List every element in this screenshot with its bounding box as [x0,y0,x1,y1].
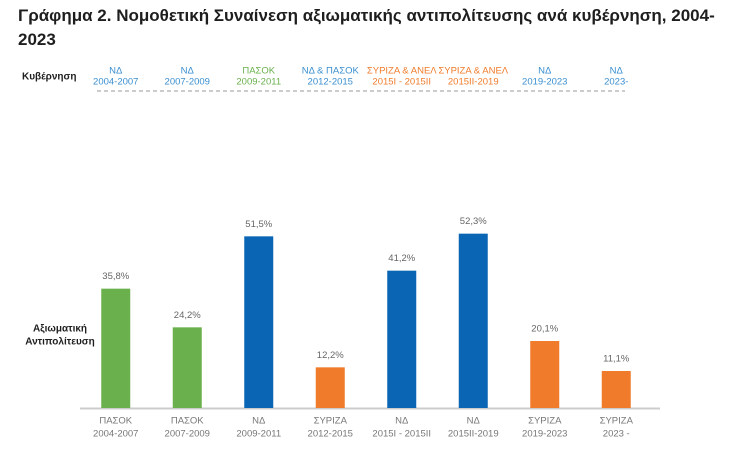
y-axis-label: Αντιπολίτευση [25,337,94,348]
x-tick-label: ΣΥΡΙΖΑ [600,416,634,427]
x-tick-label: ΣΥΡΙΖΑ [314,416,348,427]
government-name: ΣΥΡΙΖΑ & ΑΝΕΛ [367,66,437,77]
y-axis-label: Αξιωματική [33,324,87,335]
government-period: 2012-2015 [308,77,353,88]
government-period: 2004-2007 [93,77,138,88]
government-name: ΠΑΣΟΚ [242,66,275,77]
value-label: 51,5% [245,219,272,230]
government-period: 2023- [604,77,628,88]
x-tick-label: ΠΑΣΟΚ [99,416,132,427]
government-name: ΝΔ [109,66,123,77]
government-period: 2015ΙΙ-2019 [448,77,499,88]
x-tick-label: ΝΔ [395,416,409,427]
value-label: 20,1% [531,324,558,335]
bar [244,236,274,408]
government-name: ΣΥΡΙΖΑ & ΑΝΕΛ [438,66,508,77]
value-label: 12,2% [317,350,344,361]
government-name: ΝΔ [181,66,195,77]
government-period: 2019-2023 [522,77,567,88]
value-label: 41,2% [388,253,415,264]
x-tick-label: 2023 - [603,429,630,440]
bar [458,233,488,408]
chart-title: Γράφημα 2. Νομοθετική Συναίνεση αξιωματι… [18,6,715,49]
bar [387,270,417,408]
value-label: 52,3% [460,216,487,227]
x-tick-label: ΣΥΡΙΖΑ [528,416,562,427]
x-tick-label: 2009-2011 [236,429,281,440]
bar [601,371,631,408]
bar [530,341,560,408]
government-period: 2015Ι - 2015ΙΙ [372,77,431,88]
government-label: Κυβέρνηση [22,72,76,83]
bar [101,288,131,408]
government-name: ΝΔ [610,66,624,77]
government-name: ΝΔ [538,66,552,77]
bar [172,327,202,408]
value-label: 35,8% [102,271,129,282]
government-period: 2009-2011 [236,77,281,88]
x-tick-label: ΝΔ [467,416,481,427]
x-tick-label: 2015ΙΙ-2019 [448,429,499,440]
x-tick-label: 2007-2009 [165,429,210,440]
bar [315,367,345,408]
government-period: 2007-2009 [165,77,210,88]
x-tick-label: 2012-2015 [308,429,353,440]
x-tick-label: ΝΔ [252,416,266,427]
x-tick-label: ΠΑΣΟΚ [171,416,204,427]
x-tick-label: 2004-2007 [93,429,138,440]
government-name: ΝΔ & ΠΑΣΟΚ [302,66,360,77]
value-label: 11,1% [603,354,630,365]
x-tick-label: 2015Ι - 2015ΙΙ [372,429,431,440]
x-tick-label: 2019-2023 [522,429,567,440]
value-label: 24,2% [174,310,201,321]
